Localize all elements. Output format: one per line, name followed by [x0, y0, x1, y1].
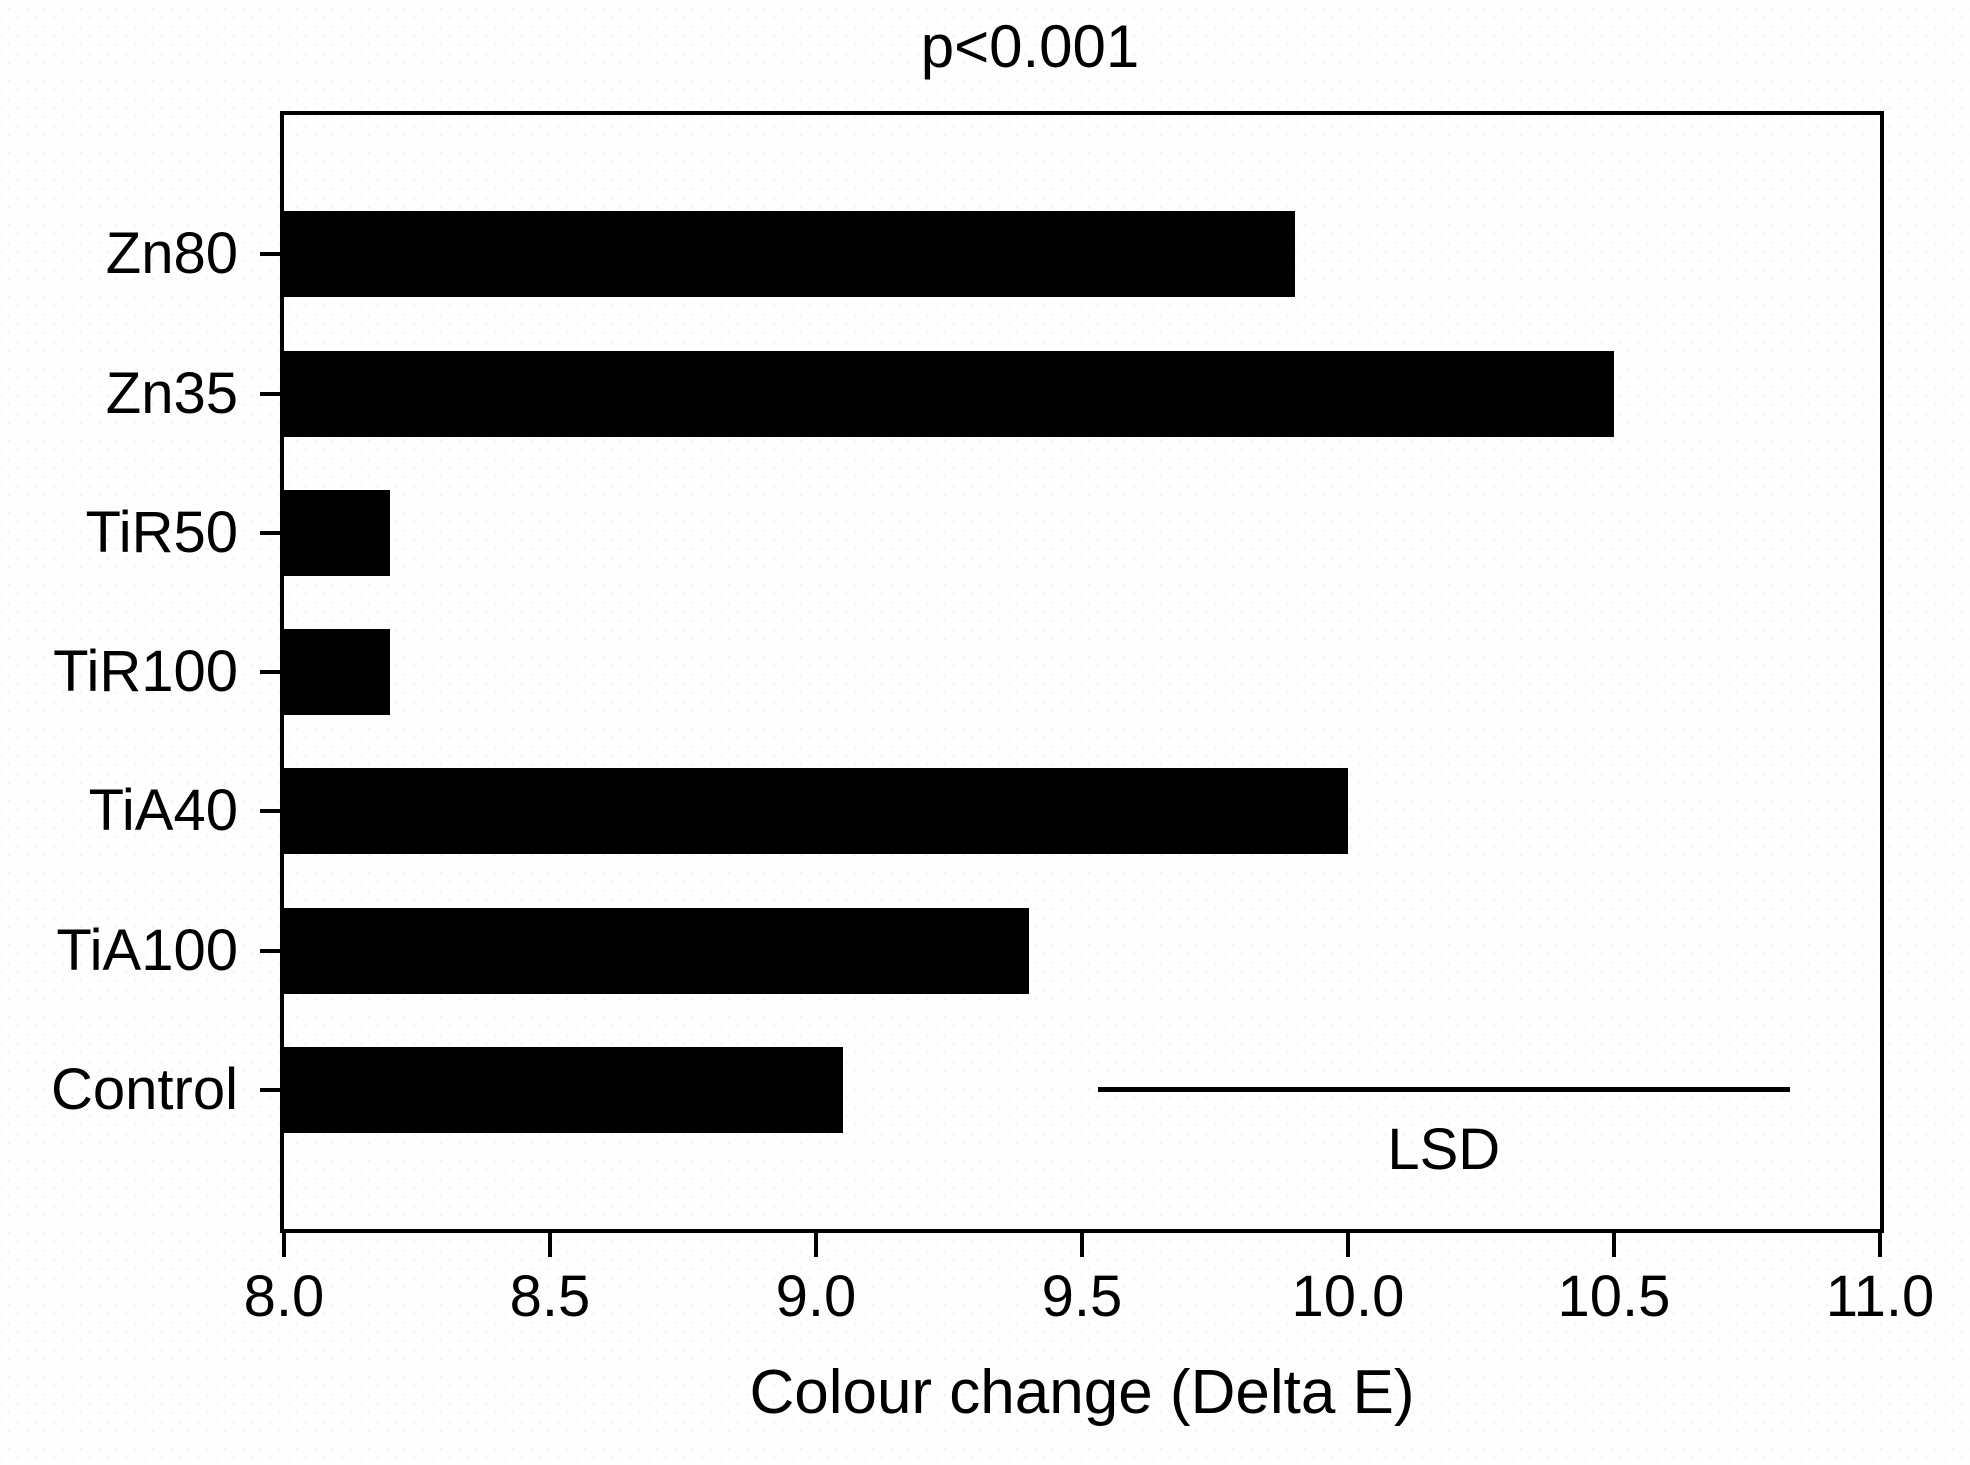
y-tick-zn80	[260, 252, 280, 257]
x-tick-label-8.0: 8.0	[243, 1264, 325, 1329]
bar-zn80	[284, 211, 1295, 298]
x-tick-9.5	[1080, 1233, 1084, 1257]
x-tick-label-10.5: 10.5	[1557, 1264, 1671, 1329]
x-tick-10.5	[1612, 1233, 1616, 1257]
x-axis-title: Colour change (Delta E)	[749, 1358, 1415, 1427]
plot-area	[280, 111, 1884, 1233]
x-tick-8.0	[282, 1233, 286, 1257]
bar-zn35	[284, 350, 1614, 437]
lsd-line	[1097, 1086, 1790, 1092]
y-tick-tia100	[260, 948, 280, 953]
x-tick-label-9.0: 9.0	[775, 1264, 857, 1329]
x-tick-9.0	[814, 1233, 818, 1257]
chart-title: p<0.001	[920, 13, 1140, 80]
lsd-label: LSD	[1387, 1116, 1501, 1182]
bar-tia100	[284, 907, 1029, 994]
category-label-zn35: Zn35	[105, 360, 238, 426]
bar-tir50	[284, 489, 391, 576]
category-label-control: Control	[51, 1056, 238, 1122]
y-tick-tir50	[260, 530, 280, 535]
y-tick-zn35	[260, 391, 280, 396]
y-tick-control	[260, 1087, 280, 1092]
y-tick-tir100	[260, 670, 280, 674]
x-tick-label-9.5: 9.5	[1041, 1264, 1123, 1329]
category-label-tia40: TiA40	[88, 778, 238, 844]
x-tick-label-10.0: 10.0	[1291, 1264, 1405, 1329]
category-label-tia100: TiA100	[56, 917, 238, 983]
category-label-zn80: Zn80	[105, 221, 238, 287]
bar-tia40	[284, 768, 1348, 855]
x-tick-8.5	[548, 1233, 552, 1257]
x-tick-label-8.5: 8.5	[509, 1264, 591, 1329]
x-tick-11.0	[1878, 1233, 1882, 1257]
bar-control	[284, 1046, 843, 1133]
category-label-tir50: TiR50	[85, 499, 238, 565]
y-tick-tia40	[260, 809, 280, 814]
x-tick-label-11.0: 11.0	[1825, 1264, 1935, 1329]
category-label-tir100: TiR100	[53, 639, 238, 704]
x-tick-10.0	[1346, 1233, 1350, 1257]
bar-tir100	[284, 629, 391, 715]
